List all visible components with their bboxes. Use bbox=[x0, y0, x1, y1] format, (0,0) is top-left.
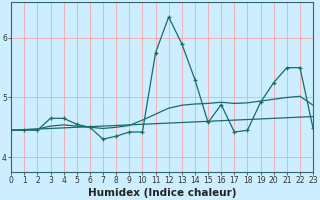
X-axis label: Humidex (Indice chaleur): Humidex (Indice chaleur) bbox=[88, 188, 236, 198]
